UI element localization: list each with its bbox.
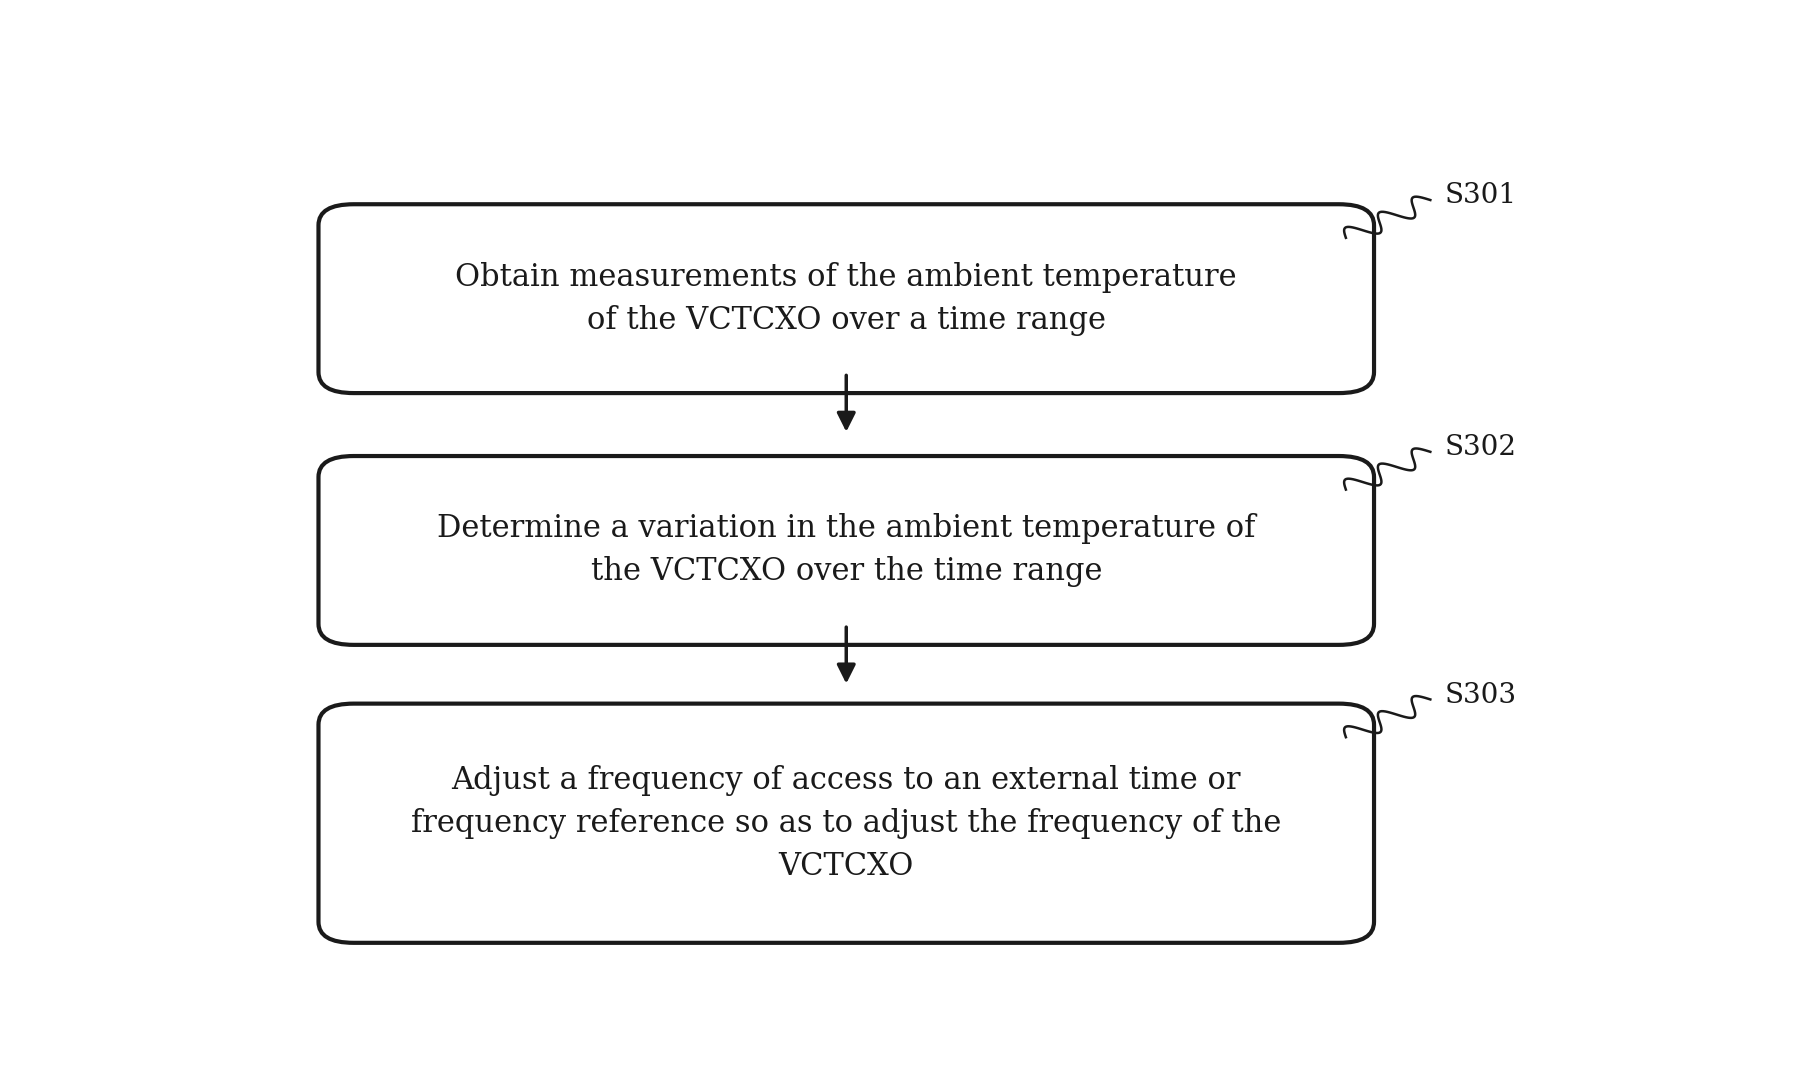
FancyBboxPatch shape (318, 456, 1375, 645)
FancyBboxPatch shape (318, 704, 1375, 943)
Text: S301: S301 (1444, 182, 1516, 209)
Text: Determine a variation in the ambient temperature of
the VCTCXO over the time ran: Determine a variation in the ambient tem… (438, 513, 1255, 588)
Text: S303: S303 (1444, 681, 1516, 708)
FancyBboxPatch shape (318, 204, 1375, 393)
Text: S302: S302 (1444, 434, 1516, 461)
Text: Adjust a frequency of access to an external time or
frequency reference so as to: Adjust a frequency of access to an exter… (410, 765, 1282, 882)
Text: Obtain measurements of the ambient temperature
of the VCTCXO over a time range: Obtain measurements of the ambient tempe… (456, 262, 1237, 336)
